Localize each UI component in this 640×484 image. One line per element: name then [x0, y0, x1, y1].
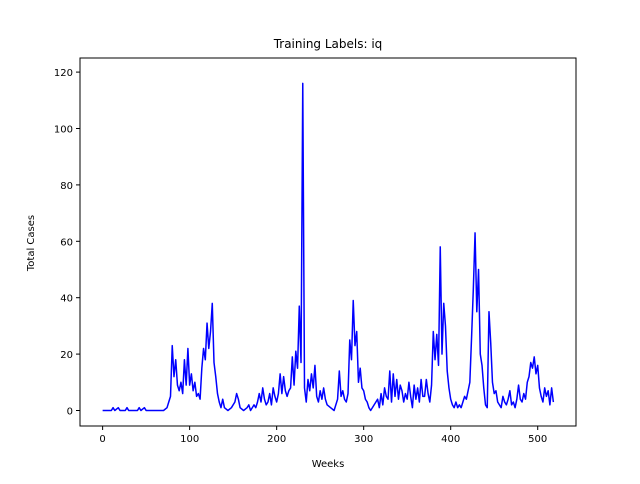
x-tick-label: 500 [528, 434, 547, 445]
y-tick-label: 0 [67, 406, 73, 417]
chart-title: Training Labels: iq [273, 37, 383, 51]
x-tick-label: 200 [267, 434, 286, 445]
x-tick-label: 100 [180, 434, 199, 445]
x-tick-label: 300 [354, 434, 373, 445]
x-tick-label: 0 [99, 434, 105, 445]
y-tick-label: 60 [60, 237, 73, 248]
x-axis-label: Weeks [312, 459, 345, 470]
y-tick-label: 20 [60, 350, 73, 361]
y-tick-label: 40 [60, 294, 73, 305]
axes: 0 100 200 300 400 500 0 20 40 60 80 100 120 [54, 68, 555, 445]
plot-frame [79, 57, 577, 427]
line-series [102, 82, 555, 412]
y-tick-label: 120 [54, 68, 73, 79]
x-tick-label: 400 [441, 434, 460, 445]
y-tick-label: 80 [60, 181, 73, 192]
y-axis-label: Total Cases [26, 215, 37, 272]
y-tick-label: 100 [54, 124, 73, 135]
